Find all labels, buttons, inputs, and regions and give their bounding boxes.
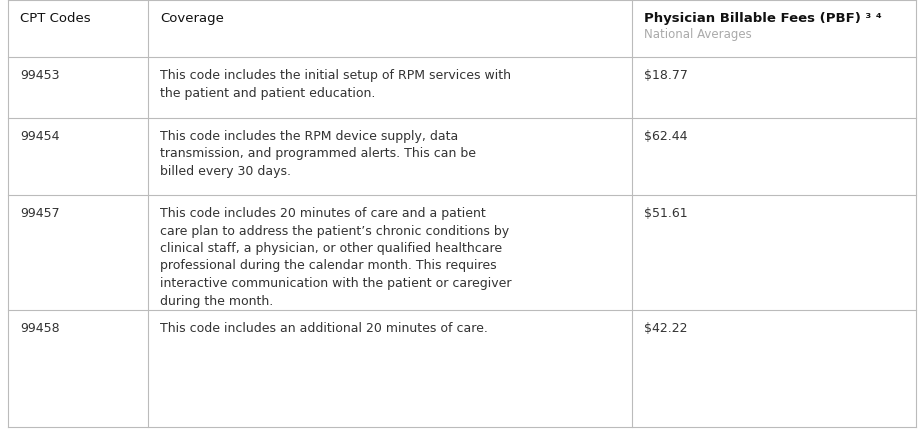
Text: 99458: 99458 — [20, 322, 60, 335]
Text: CPT Codes: CPT Codes — [20, 12, 91, 25]
Text: This code includes the initial setup of RPM services with
the patient and patien: This code includes the initial setup of … — [160, 69, 511, 100]
Text: 99454: 99454 — [20, 130, 59, 143]
Text: This code includes an additional 20 minutes of care.: This code includes an additional 20 minu… — [160, 322, 488, 335]
Text: 99457: 99457 — [20, 207, 60, 220]
Text: $18.77: $18.77 — [644, 69, 687, 82]
Text: Physician Billable Fees (PBF) ³ ⁴: Physician Billable Fees (PBF) ³ ⁴ — [644, 12, 881, 25]
Text: $42.22: $42.22 — [644, 322, 687, 335]
Text: 99453: 99453 — [20, 69, 59, 82]
Text: This code includes 20 minutes of care and a patient
care plan to address the pat: This code includes 20 minutes of care an… — [160, 207, 512, 308]
Text: $51.61: $51.61 — [644, 207, 687, 220]
Text: Coverage: Coverage — [160, 12, 224, 25]
Text: This code includes the RPM device supply, data
transmission, and programmed aler: This code includes the RPM device supply… — [160, 130, 476, 178]
Text: National Averages: National Averages — [644, 28, 752, 41]
Text: $62.44: $62.44 — [644, 130, 687, 143]
